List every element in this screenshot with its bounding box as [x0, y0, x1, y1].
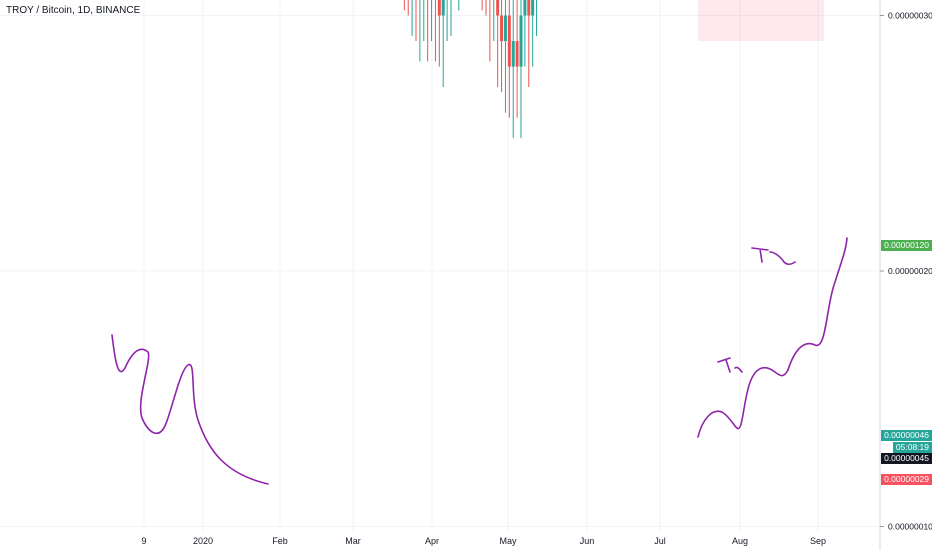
candle	[536, 0, 538, 36]
entry-price-tag: 0.00000045	[881, 453, 932, 464]
drawing-stroke	[697, 237, 848, 438]
candle	[489, 0, 491, 62]
drawing-stroke	[111, 334, 269, 485]
current-price-tag: 0.00000046	[881, 430, 932, 441]
time-axis: 9 2020 Feb Mar Apr May Jun Jul Aug Sep	[141, 536, 826, 546]
candle	[481, 0, 483, 11]
candle-body	[437, 0, 441, 16]
candle	[515, 0, 519, 118]
candle	[507, 0, 511, 118]
freehand-drawing	[111, 237, 848, 485]
candle	[431, 0, 433, 42]
stop-price-tag: 0.00000029	[881, 474, 932, 485]
candle-body	[527, 0, 531, 16]
long-position-tool	[698, 0, 824, 42]
price-axis: 0.000002100.000002000.000001900.00000180…	[879, 0, 932, 550]
x-tick-label: Jul	[654, 536, 666, 546]
candle	[458, 0, 460, 11]
candle	[527, 0, 531, 88]
candle	[450, 0, 452, 36]
candle	[503, 0, 507, 113]
candles	[403, 0, 538, 139]
grid	[0, 0, 880, 532]
candle	[403, 0, 405, 11]
x-tick-label: 2020	[193, 536, 213, 546]
x-tick-label: Jun	[580, 536, 595, 546]
candle-body	[511, 41, 515, 67]
chart-title: TROY / Bitcoin, 1D, BINANCE	[6, 5, 141, 16]
candle	[427, 0, 429, 62]
candle	[441, 0, 445, 88]
target-price-tag: 0.00000120	[881, 240, 932, 251]
candle	[437, 0, 441, 67]
candle	[496, 0, 500, 88]
candle-body	[519, 15, 523, 67]
candle	[493, 0, 495, 42]
drawing-stroke	[717, 357, 743, 373]
stop-area	[698, 0, 824, 42]
candle	[519, 0, 523, 139]
countdown-tag: 05:08:19	[892, 442, 932, 453]
x-tick-label: Mar	[345, 536, 361, 546]
candle	[531, 0, 535, 67]
candle-body	[496, 0, 500, 16]
candle	[434, 0, 436, 62]
candle	[511, 0, 515, 139]
y-tick-label: 0.00000020	[888, 266, 932, 276]
candle-body	[503, 15, 507, 42]
candle	[419, 0, 421, 62]
y-tick-label: 0.00000010	[888, 522, 932, 532]
candle-body	[441, 0, 445, 16]
candle	[485, 0, 487, 16]
candle	[523, 0, 527, 67]
candle	[446, 0, 448, 42]
candle-body	[531, 0, 535, 16]
y-tick-label: 0.00000030	[888, 11, 932, 21]
x-tick-label: Sep	[810, 536, 826, 546]
candle	[407, 0, 409, 16]
candle	[411, 0, 413, 36]
candle-body	[500, 15, 504, 42]
x-tick-label: 9	[141, 536, 146, 546]
x-tick-label: May	[499, 536, 517, 546]
candle	[500, 0, 504, 93]
x-tick-label: Feb	[272, 536, 288, 546]
x-tick-label: Apr	[425, 536, 439, 546]
drawing-stroke	[751, 247, 796, 266]
candle	[423, 0, 425, 42]
candle-body	[515, 41, 519, 67]
candle	[415, 0, 417, 42]
candle-body	[523, 0, 527, 16]
x-tick-label: Aug	[732, 536, 748, 546]
candle-body	[507, 15, 511, 67]
